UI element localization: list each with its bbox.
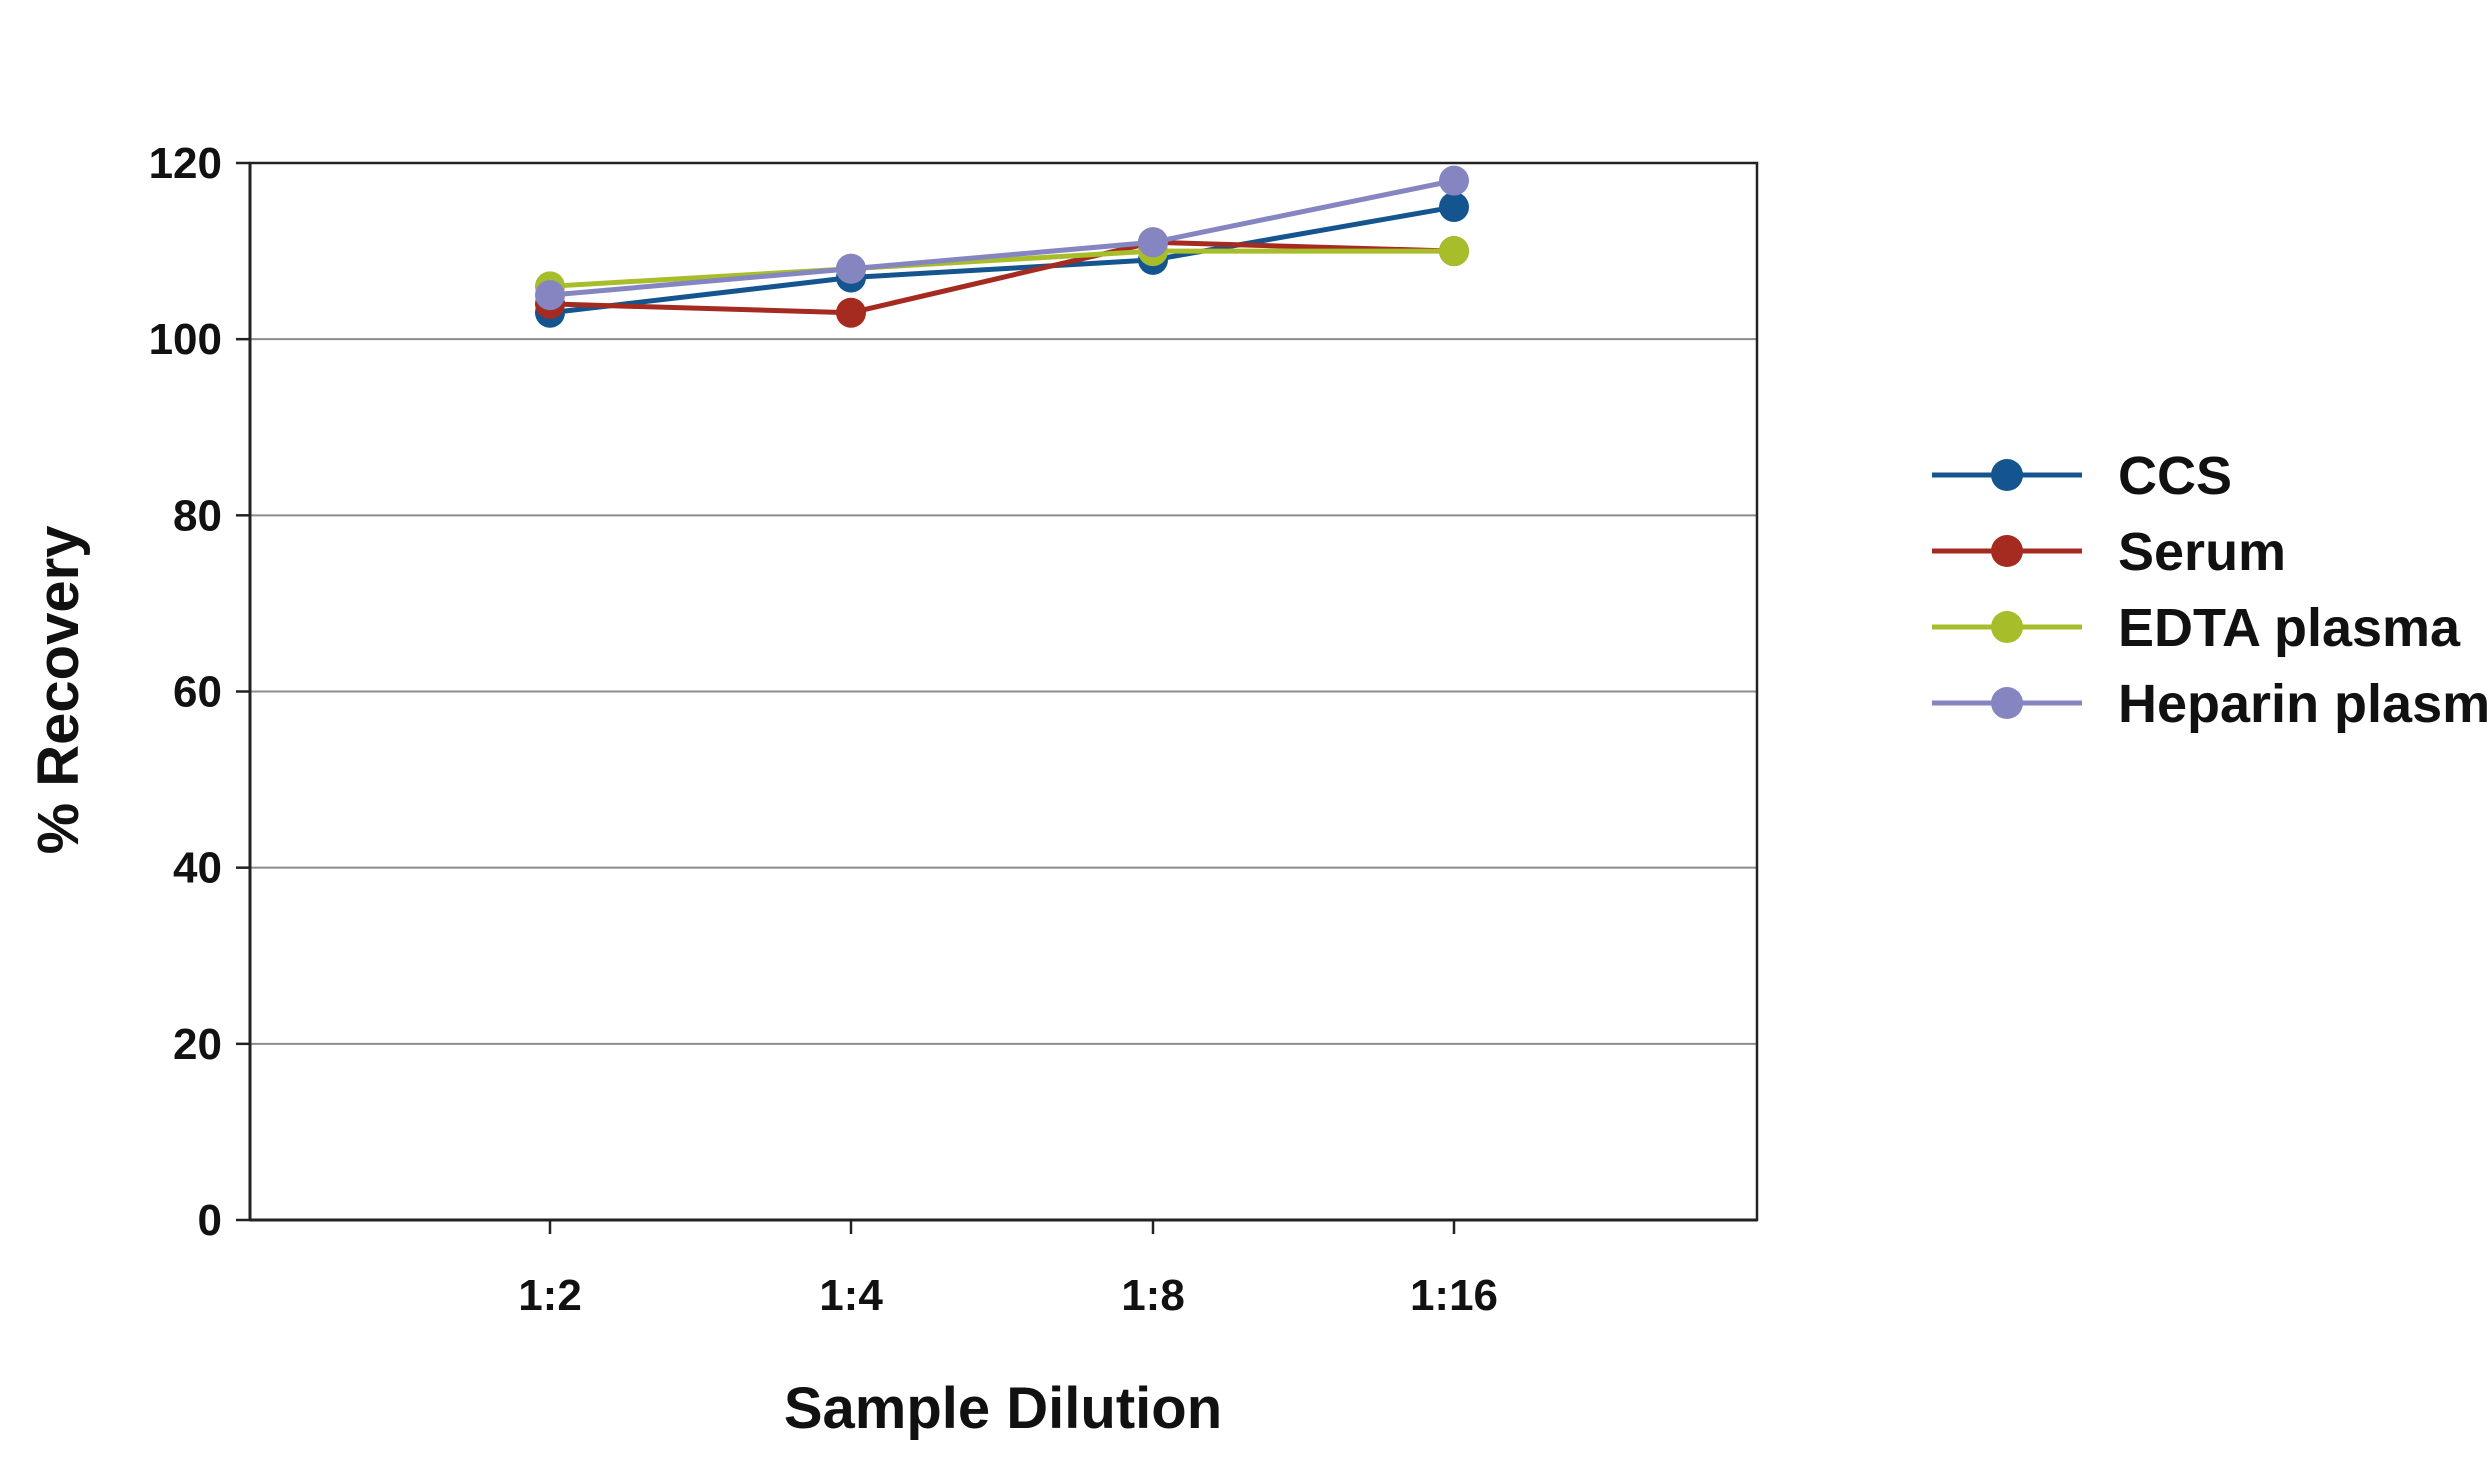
legend-label: EDTA plasma (2118, 598, 2461, 658)
x-tick-label: 1:8 (1121, 1271, 1185, 1320)
legend-label: CCS (2118, 446, 2232, 506)
x-axis-ticks: 1:2 1:4 1:8 1:16 (518, 1220, 1498, 1320)
y-tick-label: 40 (173, 844, 222, 893)
series-3 (535, 165, 1469, 311)
y-tick-label: 80 (173, 491, 222, 540)
series-line (549, 204, 1455, 316)
series-line (549, 248, 1454, 289)
y-axis-title: % Recovery (26, 526, 91, 855)
legend-label: Heparin plasma (2118, 674, 2491, 734)
gridlines (250, 338, 1757, 1045)
legend-swatch-marker (1991, 459, 2023, 491)
x-tick-label: 1:2 (518, 1271, 582, 1320)
legend-swatch-marker (1991, 611, 2023, 643)
series-line (549, 178, 1455, 298)
legend-swatch-marker (1991, 535, 2023, 567)
legend-swatch-marker (1991, 687, 2023, 719)
legend-label: Serum (2118, 522, 2286, 582)
y-tick-label: 120 (149, 139, 222, 188)
y-axis-ticks: 0 20 40 60 80 100 120 (149, 139, 250, 1245)
legend-item: Serum (1932, 522, 2286, 582)
data-point (1439, 192, 1469, 223)
y-tick-label: 20 (173, 1020, 222, 1069)
data-point (1138, 227, 1168, 258)
legend: CCS Serum EDTA plasma Heparin plasma (1932, 446, 2491, 734)
x-tick-label: 1:16 (1410, 1271, 1498, 1320)
series-lines (535, 165, 1469, 328)
x-tick-label: 1:4 (819, 1271, 883, 1320)
data-point (535, 280, 565, 311)
data-point (836, 297, 866, 328)
legend-item: Heparin plasma (1932, 674, 2491, 734)
y-tick-label: 100 (149, 315, 222, 364)
legend-item: EDTA plasma (1932, 598, 2461, 658)
series-line (549, 239, 1455, 316)
y-tick-label: 0 (198, 1196, 222, 1245)
data-point (836, 253, 866, 284)
data-point (1439, 236, 1469, 267)
y-tick-label: 60 (173, 668, 222, 717)
data-point (1439, 165, 1469, 196)
legend-item: CCS (1932, 446, 2232, 506)
x-axis-title: Sample Dilution (784, 1376, 1222, 1441)
